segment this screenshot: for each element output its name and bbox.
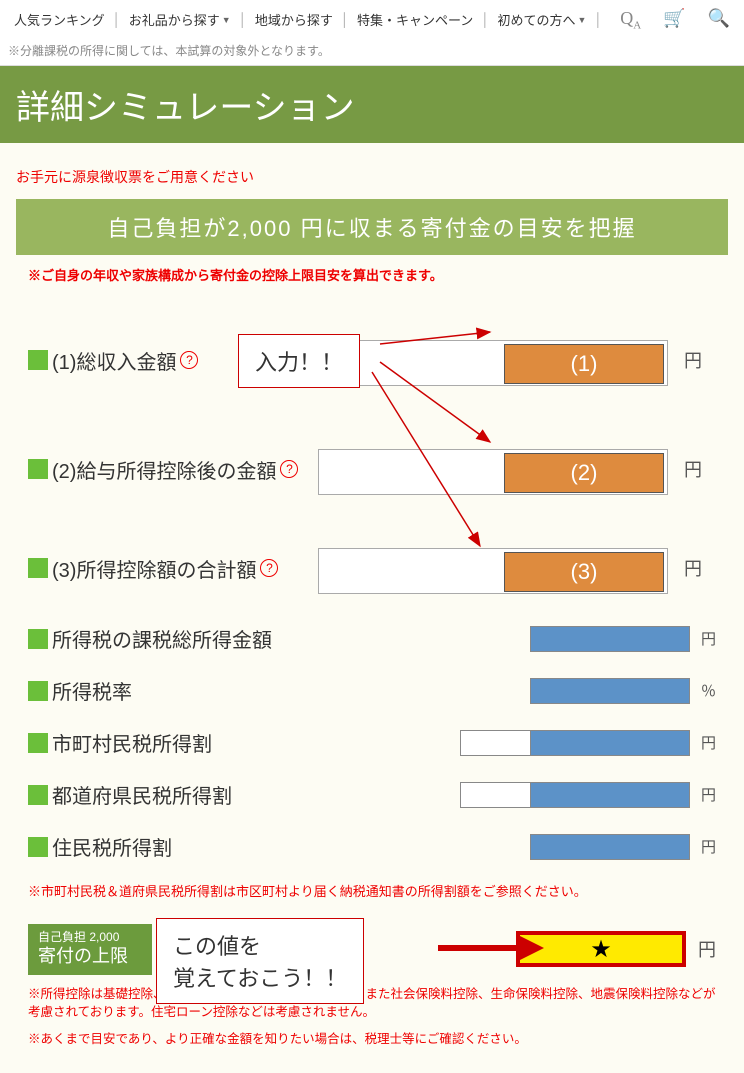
top-nav: 人気ランキング │ お礼品から探す▼ │ 地域から探す │ 特集・キャンペーン … <box>0 0 744 40</box>
output-pre-3 <box>460 730 530 756</box>
bullet-icon <box>28 733 48 753</box>
input-badge-3: (3) <box>504 552 664 592</box>
nav-sep: │ <box>113 12 121 27</box>
output-value-2 <box>530 678 690 704</box>
output-unit-5: 円 <box>694 836 716 857</box>
chevron-down-icon: ▼ <box>577 15 586 25</box>
help-icon[interactable]: ? <box>180 351 198 369</box>
chevron-down-icon: ▼ <box>222 15 231 25</box>
page-title: 詳細シミュレーション <box>0 66 744 143</box>
input-field-1[interactable]: (1) <box>318 340 668 386</box>
callout-input: 入力！！ <box>238 334 360 388</box>
nav-ranking[interactable]: 人気ランキング <box>14 10 105 29</box>
result-row: 自己負担 2,000 寄付の上限 この値を 覚えておこう！！ ★ 円 <box>28 924 716 975</box>
unit-2: 円 <box>684 456 702 482</box>
output-section: 所得税の課税総所得金額 円 所得税率 ％ 市町村民税所得割 円 都道府県民税所得… <box>0 613 744 873</box>
help-icon[interactable]: ? <box>280 460 298 478</box>
footnote-2: ※あくまで目安であり、より正確な金額を知りたい場合は、税理士等にご確認ください。 <box>0 1026 744 1053</box>
qa-icon[interactable]: QA <box>620 8 641 32</box>
output-unit-3: 円 <box>694 732 716 753</box>
subheader: 自己負担が2,000 円に収まる寄付金の目安を把握 <box>16 199 728 255</box>
output-row: 市町村民税所得割 円 <box>28 717 716 769</box>
nav-first[interactable]: 初めての方へ▼ <box>497 10 586 29</box>
input-badge-2: (2) <box>504 453 664 493</box>
page-body: お手元に源泉徴収票をご用意ください 自己負担が2,000 円に収まる寄付金の目安… <box>0 143 744 1073</box>
bullet-icon <box>28 350 48 370</box>
output-unit-1: 円 <box>694 628 716 649</box>
footnote-1: ※所得控除は基礎控除、配偶者控除、扶養控除だけでなく、また社会保険料控除、生命保… <box>0 981 744 1027</box>
input-row-1: (1)総収入金額 ? (1) 円 <box>28 346 716 375</box>
result-label: 自己負担 2,000 寄付の上限 <box>28 924 152 975</box>
input-label-3: (3)所得控除額の合計額 <box>52 554 256 583</box>
notice-prepare: お手元に源泉徴収票をご用意ください <box>0 143 744 199</box>
output-value-4 <box>530 782 690 808</box>
result-unit: 円 <box>698 936 716 962</box>
unit-1: 円 <box>684 347 702 373</box>
output-row: 所得税率 ％ <box>28 665 716 717</box>
output-unit-2: ％ <box>694 680 716 701</box>
bullet-icon <box>28 837 48 857</box>
bullet-icon <box>28 558 48 578</box>
input-section: (1)総収入金額 ? (1) 円 (2)給与所得控除後の金額 ? (2) 円 (… <box>0 294 744 583</box>
note-tax: ※市町村民税＆道府県民税所得割は市区町村より届く納税通知書の所得割額をご参照くだ… <box>0 873 744 908</box>
result-value: ★ <box>516 931 686 967</box>
nav-campaign[interactable]: 特集・キャンペーン <box>357 10 473 29</box>
output-label-3: 市町村民税所得割 <box>52 728 460 757</box>
output-value-3 <box>530 730 690 756</box>
output-row: 所得税の課税総所得金額 円 <box>28 613 716 665</box>
note-compute: ※ご自身の年収や家族構成から寄付金の控除上限目安を算出できます。 <box>0 255 744 294</box>
output-label-4: 都道府県民税所得割 <box>52 780 460 809</box>
output-label-5: 住民税所得割 <box>52 832 530 861</box>
output-pre-4 <box>460 782 530 808</box>
nav-rewards[interactable]: お礼品から探す▼ <box>129 10 231 29</box>
output-value-1 <box>530 626 690 652</box>
output-value-5 <box>530 834 690 860</box>
bullet-icon <box>28 629 48 649</box>
input-label-1: (1)総収入金額 <box>52 346 176 375</box>
bullet-icon <box>28 785 48 805</box>
bullet-icon <box>28 681 48 701</box>
input-row-2: (2)給与所得控除後の金額 ? (2) 円 <box>28 455 716 484</box>
bullet-icon <box>28 459 48 479</box>
input-field-3[interactable]: (3) <box>318 548 668 594</box>
output-row: 都道府県民税所得割 円 <box>28 769 716 821</box>
disclaimer-text: ※分離課税の所得に関しては、本試算の対象外となります。 <box>0 40 744 66</box>
output-label-2: 所得税率 <box>52 676 530 705</box>
cart-icon[interactable]: 🛒 <box>663 8 685 32</box>
input-badge-1: (1) <box>504 344 664 384</box>
output-unit-4: 円 <box>694 784 716 805</box>
search-icon[interactable]: 🔍 <box>708 8 730 32</box>
output-label-1: 所得税の課税総所得金額 <box>52 624 530 653</box>
input-field-2[interactable]: (2) <box>318 449 668 495</box>
callout-result: この値を 覚えておこう！！ <box>156 918 364 1004</box>
output-row: 住民税所得割 円 <box>28 821 716 873</box>
unit-3: 円 <box>684 555 702 581</box>
input-label-2: (2)給与所得控除後の金額 <box>52 455 276 484</box>
nav-region[interactable]: 地域から探す <box>255 10 333 29</box>
help-icon[interactable]: ? <box>260 559 278 577</box>
input-row-3: (3)所得控除額の合計額 ? (3) 円 <box>28 554 716 583</box>
